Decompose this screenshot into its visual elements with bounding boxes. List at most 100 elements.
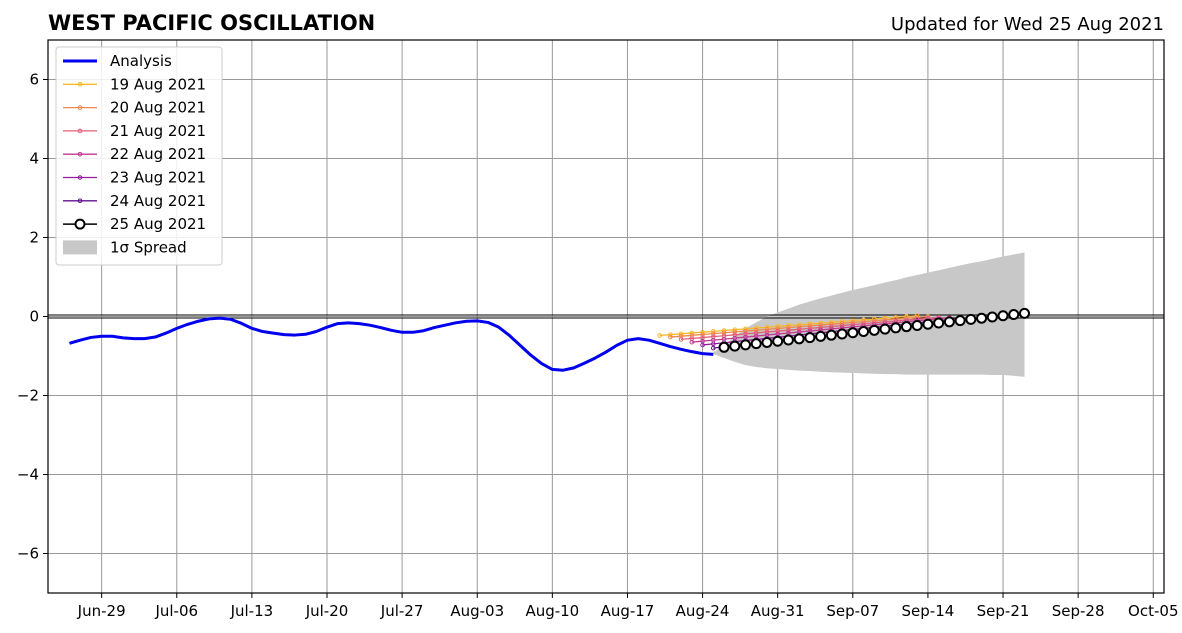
forecast-point — [775, 328, 780, 334]
forecast-point — [668, 334, 673, 340]
x-axis-ticks: Jun-29 Jul-06 Jul-13 Jul-20 Jul-27 Aug-03 Aug-… — [77, 593, 1178, 620]
forecast-point — [711, 341, 716, 347]
forecast-point — [933, 317, 945, 329]
x-tick-label: Aug-10 — [525, 602, 579, 620]
forecast-point — [764, 327, 770, 332]
forecast-point — [700, 342, 705, 348]
x-tick-label: Jul-06 — [154, 602, 198, 620]
forecast-point — [943, 316, 955, 328]
x-tick-label: Sep-07 — [826, 602, 879, 620]
forecast-point — [782, 334, 794, 346]
x-tick-label: Jul-13 — [230, 602, 274, 620]
forecast-point — [858, 326, 870, 338]
legend-forecast-marker — [77, 198, 83, 204]
forecast-point — [825, 329, 837, 341]
y-tick-label: 6 — [29, 71, 39, 89]
legend-forecast-marker — [77, 128, 83, 134]
legend-forecast-label: 20 Aug 2021 — [110, 99, 206, 117]
forecast-point — [689, 339, 695, 345]
forecast-point — [753, 327, 759, 333]
forecast-point — [836, 328, 848, 340]
forecast-point — [954, 315, 966, 327]
legend-forecast-marker — [77, 82, 83, 87]
forecast-point — [796, 326, 802, 332]
x-tick-label: Jun-29 — [77, 602, 126, 620]
legend-forecast-marker — [77, 151, 83, 157]
forecast-point — [711, 345, 716, 351]
forecast-point — [793, 333, 805, 345]
y-tick-label: 2 — [29, 229, 39, 247]
forecast-point — [786, 325, 791, 330]
legend-spread-label: 1σ Spread — [110, 238, 187, 256]
legend-forecast-label: 21 Aug 2021 — [110, 122, 206, 140]
legend: Analysis 19 Aug 2021 20 Aug 2021 21 Aug 202… — [55, 46, 223, 266]
y-tick-label: −4 — [17, 466, 39, 484]
forecast-point — [868, 324, 880, 336]
forecast-point — [847, 327, 859, 339]
y-axis-ticks: −6 −4 −2 0 2 4 6 — [17, 71, 48, 563]
forecast-point — [740, 339, 751, 351]
legend-analysis-label: Analysis — [110, 52, 172, 70]
forecast-point — [997, 310, 1009, 322]
forecast-point — [922, 318, 934, 330]
x-tick-label: Aug-17 — [601, 602, 655, 620]
legend-forecast-label: 23 Aug 2021 — [110, 169, 206, 187]
analysis-line — [69, 316, 714, 372]
forecast-point — [890, 322, 902, 334]
forecast-point — [986, 311, 998, 323]
forecast-point — [700, 332, 705, 337]
forecast-point — [657, 333, 662, 338]
chart-subtitle: Updated for Wed 25 Aug 2021 — [891, 14, 1164, 35]
legend-forecast-marker — [74, 218, 86, 230]
forecast-point — [965, 313, 977, 325]
analysis-series — [69, 316, 714, 372]
y-tick-label: −6 — [17, 545, 39, 563]
legend-box — [55, 46, 223, 266]
legend-spread-swatch — [63, 240, 97, 255]
forecast-point — [804, 332, 816, 344]
forecast-point — [1019, 307, 1030, 319]
x-tick-label: Sep-14 — [902, 602, 955, 620]
forecast-point — [1008, 309, 1020, 321]
forecast-point — [743, 328, 748, 334]
forecast-point — [775, 326, 780, 331]
legend-forecast-marker — [77, 175, 83, 180]
forecast-point — [976, 312, 988, 324]
forecast-point — [750, 338, 762, 350]
forecast-point — [879, 323, 891, 335]
x-tick-label: Jul-27 — [380, 602, 424, 620]
legend-forecast-label: 22 Aug 2021 — [110, 145, 206, 163]
x-tick-label: Sep-28 — [1052, 602, 1105, 620]
forecast-point — [772, 335, 784, 347]
forecast-point — [718, 341, 730, 353]
legend-forecast-marker — [77, 105, 83, 110]
forecast-point — [815, 330, 827, 342]
forecast-point — [753, 330, 759, 336]
forecast-point — [807, 326, 813, 331]
chart-title: WEST PACIFIC OSCILLATION — [48, 11, 375, 35]
legend-forecast-label: 24 Aug 2021 — [110, 192, 206, 210]
forecast-point — [911, 319, 923, 331]
legend-forecast-label: 25 Aug 2021 — [110, 215, 206, 233]
forecast-series — [657, 307, 1030, 353]
forecast-point — [786, 327, 791, 333]
forecast-point — [678, 337, 684, 342]
x-tick-label: Jul-20 — [305, 602, 349, 620]
forecast-point — [721, 330, 727, 336]
forecast-point — [796, 324, 802, 330]
legend-forecast-label: 19 Aug 2021 — [110, 75, 206, 93]
forecast-point — [900, 321, 912, 333]
y-tick-label: 4 — [29, 150, 39, 168]
x-tick-label: Aug-31 — [751, 602, 805, 620]
x-tick-label: Aug-24 — [676, 602, 730, 620]
x-tick-label: Sep-21 — [977, 602, 1030, 620]
forecast-point — [761, 336, 773, 348]
forecast-point — [711, 331, 716, 336]
forecast-point — [818, 325, 823, 330]
y-tick-label: 0 — [29, 308, 39, 326]
x-tick-label: Aug-03 — [450, 602, 504, 620]
forecast-point — [732, 329, 738, 335]
x-tick-label: Oct-05 — [1128, 602, 1178, 620]
forecast-point — [729, 340, 741, 352]
